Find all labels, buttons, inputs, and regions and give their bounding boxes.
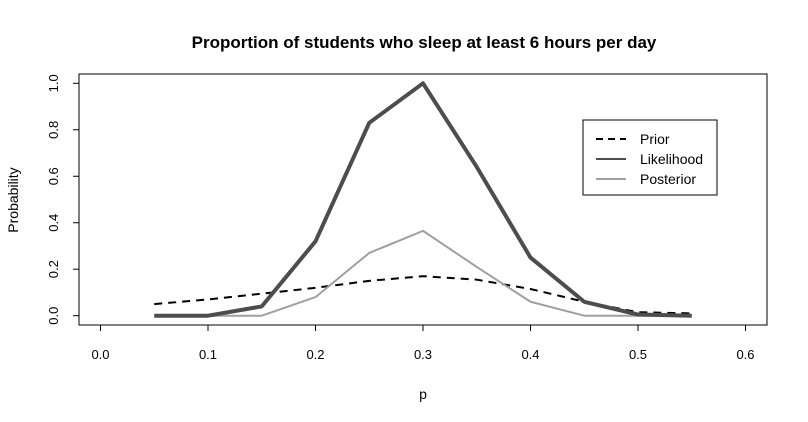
plot-frame: [78, 73, 768, 326]
y-tick-label: 1.0: [46, 74, 61, 92]
y-tick-label: 0.8: [46, 121, 61, 139]
chart-title: Proportion of students who sleep at leas…: [192, 33, 657, 52]
x-tick-label: 0.6: [736, 347, 754, 362]
legend: Prior Likelihood Posterior: [582, 119, 718, 196]
legend-box: [582, 119, 718, 196]
x-tick-label: 0.5: [629, 347, 647, 362]
y-tick-label: 0.6: [46, 167, 61, 185]
series-line-likelihood: [154, 81, 692, 318]
x-axis: 0.0 0.1 0.2 0.3 0.4 0.5 0.6: [91, 324, 755, 362]
y-tick-label: 0.4: [46, 214, 61, 232]
legend-label-likelihood: Likelihood: [640, 151, 703, 167]
legend-label-prior: Prior: [640, 131, 670, 147]
series-layer: [154, 81, 692, 318]
y-axis: 0.0 0.2 0.4 0.6 0.8 1.0: [46, 74, 80, 325]
y-tick-label: 0.0: [46, 307, 61, 325]
x-tick-label: 0.4: [521, 347, 539, 362]
x-tick-label: 0.0: [91, 347, 109, 362]
legend-label-posterior: Posterior: [640, 171, 696, 187]
x-tick-label: 0.2: [306, 347, 324, 362]
y-tick-label: 0.2: [46, 260, 61, 278]
series-line-posterior: [154, 229, 692, 317]
x-tick-label: 0.3: [414, 347, 432, 362]
x-tick-label: 0.1: [199, 347, 217, 362]
x-axis-label: p: [419, 386, 427, 402]
y-axis-label: Probability: [5, 167, 21, 232]
